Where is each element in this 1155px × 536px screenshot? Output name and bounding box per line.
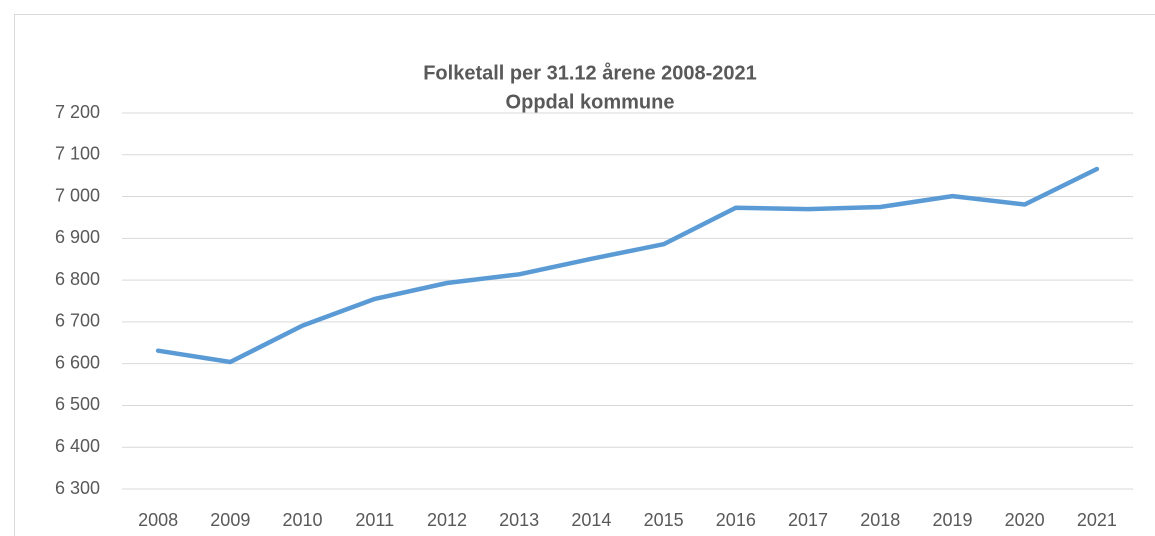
x-tick-label: 2018 <box>860 510 900 530</box>
chart-frame <box>14 14 1155 536</box>
y-tick-label: 6 600 <box>55 352 100 372</box>
x-tick-label: 2020 <box>1005 510 1045 530</box>
x-tick-label: 2011 <box>355 510 394 530</box>
x-tick-label: 2021 <box>1077 510 1117 530</box>
y-tick-label: 7 100 <box>55 144 100 164</box>
x-tick-label: 2009 <box>210 510 250 530</box>
y-tick-label: 6 700 <box>55 311 100 331</box>
y-tick-label: 6 800 <box>55 269 100 289</box>
x-tick-label: 2013 <box>499 510 539 530</box>
x-tick-label: 2019 <box>932 510 972 530</box>
y-tick-label: 6 300 <box>55 478 100 498</box>
x-tick-label: 2014 <box>571 510 611 530</box>
x-tick-label: 2015 <box>644 510 684 530</box>
x-tick-label: 2010 <box>283 510 323 530</box>
x-tick-label: 2016 <box>716 510 756 530</box>
data-line <box>155 166 1100 365</box>
chart-title: Folketall per 31.12 årene 2008-2021 <box>423 61 757 84</box>
y-tick-label: 6 900 <box>55 227 100 247</box>
x-tick-label: 2012 <box>427 510 467 530</box>
y-tick-label: 6 400 <box>55 436 100 456</box>
y-tick-label: 7 200 <box>55 102 100 122</box>
x-tick-label: 2017 <box>788 510 828 530</box>
chart-subtitle: Oppdal kommune <box>506 91 675 113</box>
x-tick-label: 2008 <box>138 510 178 530</box>
y-tick-label: 6 500 <box>55 394 100 414</box>
y-tick-label: 7 000 <box>55 185 100 205</box>
